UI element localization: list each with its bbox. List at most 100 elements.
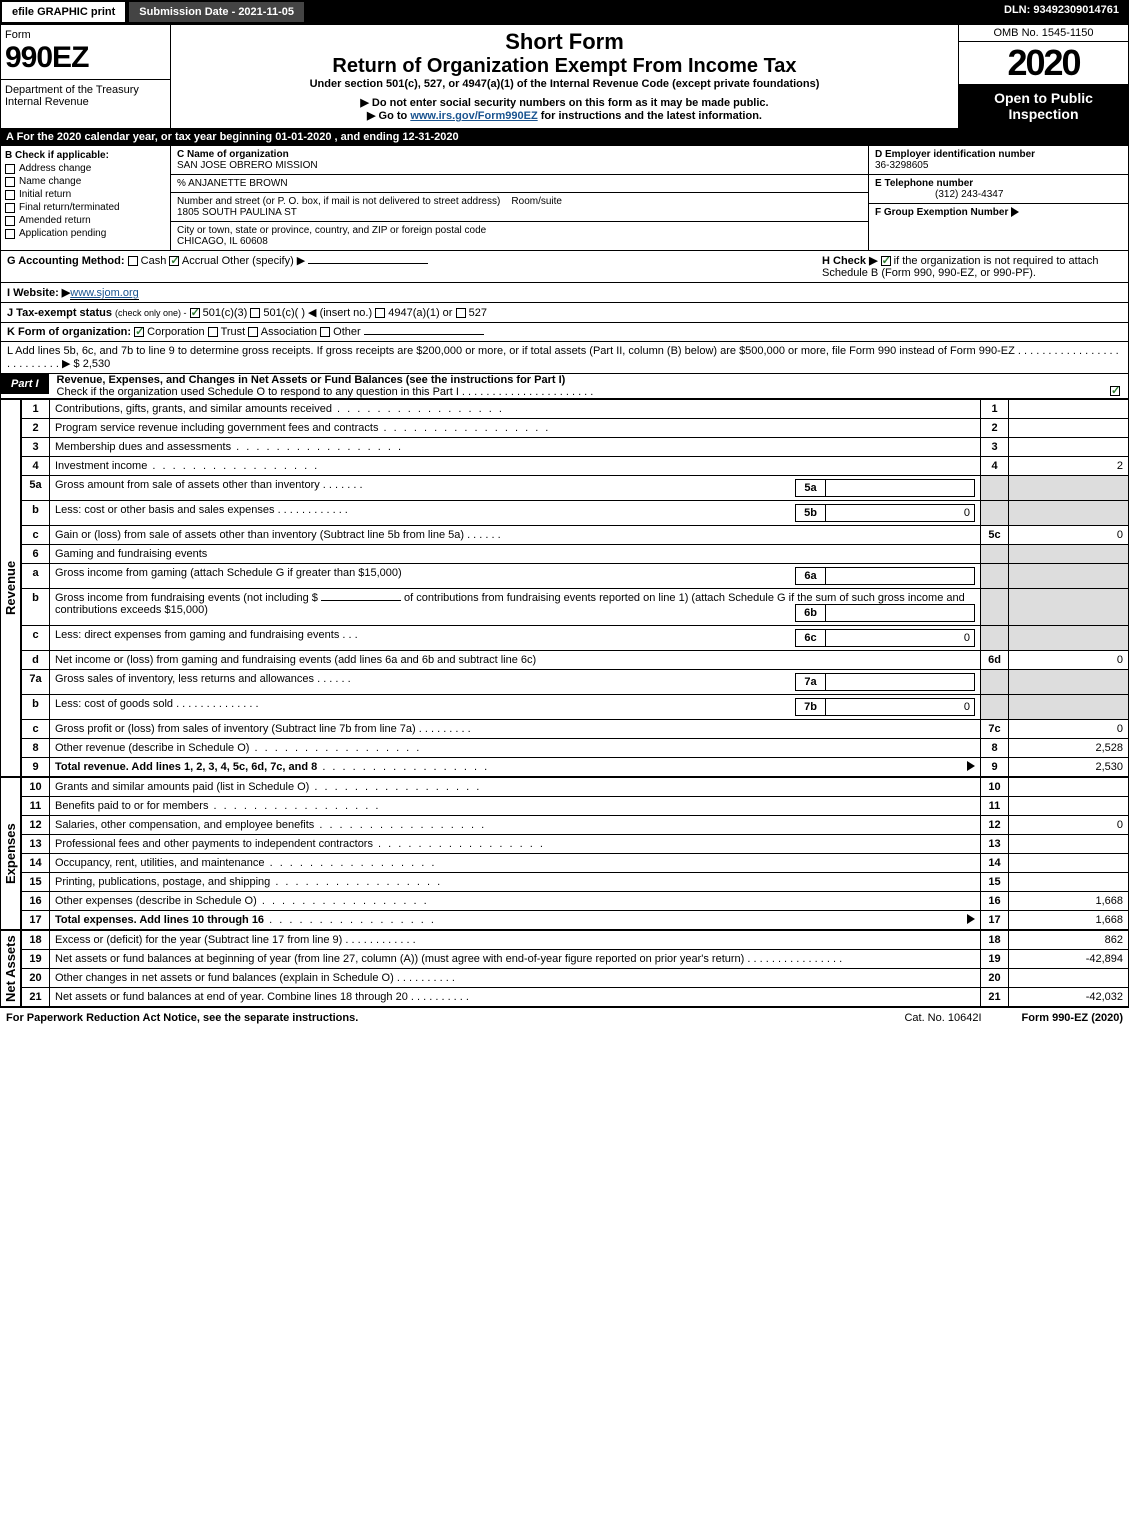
irs-link[interactable]: www.irs.gov/Form990EZ (410, 110, 537, 122)
line-num: 12 (22, 816, 50, 835)
k-other: Other (333, 326, 361, 338)
checkbox-name[interactable] (5, 177, 15, 187)
line-num: 10 (22, 778, 50, 797)
line-j: J Tax-exempt status (check only one) - 5… (0, 303, 1129, 323)
line-num: 17 (22, 911, 50, 930)
checkbox-final[interactable] (5, 203, 15, 213)
line-text: Gross income from fundraising events (no… (50, 589, 981, 626)
j-c: 501(c)( ) (263, 307, 305, 319)
line-num: a (22, 564, 50, 589)
table-row: 18Excess or (deficit) for the year (Subt… (22, 931, 1129, 950)
line-box: 18 (981, 931, 1009, 950)
checkbox-h[interactable] (881, 256, 891, 266)
line-box: 21 (981, 988, 1009, 1007)
checkbox-schedo[interactable] (1110, 386, 1120, 396)
omb-number: OMB No. 1545-1150 (959, 25, 1128, 42)
table-row: 21Net assets or fund balances at end of … (22, 988, 1129, 1007)
city-label: City or town, state or province, country… (177, 225, 486, 236)
checkbox-4947[interactable] (375, 308, 385, 318)
line-text: Program service revenue including govern… (50, 419, 981, 438)
line-val (1009, 969, 1129, 988)
d-label: D Employer identification number (875, 149, 1035, 160)
check-final: Final return/terminated (19, 202, 120, 213)
check-address: Address change (19, 163, 91, 174)
e-label: E Telephone number (875, 178, 973, 189)
f-arrow-icon (1011, 207, 1019, 217)
goto-post: for instructions and the latest informat… (538, 110, 762, 122)
line-val: 0 (1009, 816, 1129, 835)
line-num: c (22, 626, 50, 651)
line-text: Contributions, gifts, grants, and simila… (50, 400, 981, 419)
g-other: Other (specify) ▶ (222, 255, 306, 267)
department: Department of the Treasury Internal Reve… (1, 79, 171, 128)
j-ins: ◀ (insert no.) (308, 307, 372, 319)
table-row: 6Gaming and fundraising events (22, 545, 1129, 564)
checkbox-address[interactable] (5, 164, 15, 174)
check-initial: Initial return (19, 189, 71, 200)
table-row: 12Salaries, other compensation, and empl… (22, 816, 1129, 835)
line-num: 20 (22, 969, 50, 988)
line-num: 6 (22, 545, 50, 564)
right-info-col: D Employer identification number36-32986… (868, 146, 1128, 250)
line-box: 13 (981, 835, 1009, 854)
form-number-cell: Form 990EZ (1, 25, 171, 79)
checkbox-501c3[interactable] (190, 308, 200, 318)
checkbox-cash[interactable] (128, 256, 138, 266)
checkbox-527[interactable] (456, 308, 466, 318)
efile-print-button[interactable]: efile GRAPHIC print (0, 0, 127, 24)
line-num: 13 (22, 835, 50, 854)
checkbox-amended[interactable] (5, 216, 15, 226)
table-row: 13Professional fees and other payments t… (22, 835, 1129, 854)
pra-notice: For Paperwork Reduction Act Notice, see … (6, 1012, 358, 1024)
checkbox-accrual[interactable] (169, 256, 179, 266)
line-box: 3 (981, 438, 1009, 457)
line-k: K Form of organization: Corporation Trus… (0, 323, 1129, 342)
line-box (981, 589, 1009, 626)
line-val: 0 (1009, 651, 1129, 670)
mini-val: 0 (826, 699, 975, 716)
line-num: 8 (22, 739, 50, 758)
table-row: 8Other revenue (describe in Schedule O)8… (22, 739, 1129, 758)
checkbox-corp[interactable] (134, 327, 144, 337)
table-row: 2Program service revenue including gover… (22, 419, 1129, 438)
line-num: 2 (22, 419, 50, 438)
table-row: cLess: direct expenses from gaming and f… (22, 626, 1129, 651)
line-text: Net assets or fund balances at end of ye… (50, 988, 981, 1007)
checkbox-trust[interactable] (208, 327, 218, 337)
part1-tab: Part I (1, 374, 49, 394)
line-box (981, 545, 1009, 564)
checkbox-initial[interactable] (5, 190, 15, 200)
line-text: Gaming and fundraising events (50, 545, 981, 564)
line-num: 3 (22, 438, 50, 457)
line-val (1009, 545, 1129, 564)
line-box: 11 (981, 797, 1009, 816)
line-text: Excess or (deficit) for the year (Subtra… (50, 931, 981, 950)
street: 1805 SOUTH PAULINA ST (177, 207, 297, 218)
checkbox-pending[interactable] (5, 229, 15, 239)
mini-val (826, 480, 975, 497)
line-text: Other changes in net assets or fund bala… (50, 969, 981, 988)
line-num: b (22, 695, 50, 720)
line-text: Total expenses. Add lines 10 through 16 (50, 911, 981, 930)
line-box: 5c (981, 526, 1009, 545)
l-amount: ▶ $ 2,530 (62, 358, 110, 370)
mini-val (826, 674, 975, 691)
line-text: Other expenses (describe in Schedule O) (50, 892, 981, 911)
line-num: 5a (22, 476, 50, 501)
return-title: Return of Organization Exempt From Incom… (175, 55, 954, 78)
line-val (1009, 419, 1129, 438)
line-box (981, 501, 1009, 526)
table-row: aGross income from gaming (attach Schedu… (22, 564, 1129, 589)
checkbox-other[interactable] (320, 327, 330, 337)
line-box: 9 (981, 758, 1009, 777)
j-rest: (check only one) - (115, 308, 187, 318)
expenses-sidelabel: Expenses (0, 777, 21, 930)
line-box: 12 (981, 816, 1009, 835)
line-box: 15 (981, 873, 1009, 892)
footer: For Paperwork Reduction Act Notice, see … (0, 1007, 1129, 1028)
section-b: B Check if applicable: Address change Na… (1, 146, 171, 250)
checkbox-501c[interactable] (250, 308, 260, 318)
table-row: dNet income or (loss) from gaming and fu… (22, 651, 1129, 670)
checkbox-assoc[interactable] (248, 327, 258, 337)
website-link[interactable]: www.sjom.org (70, 287, 138, 300)
